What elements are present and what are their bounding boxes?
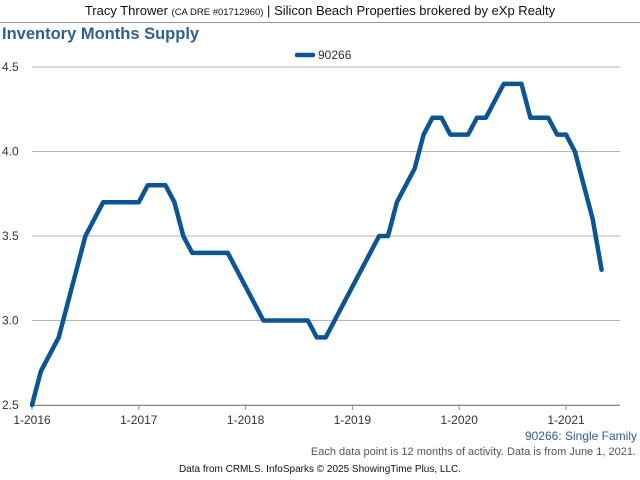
y-tick-label: 2.5 (2, 398, 19, 412)
x-tick-label: 1-2017 (120, 413, 158, 427)
x-tick-label: 1-2021 (547, 413, 585, 427)
report-header: Tracy Thrower (CA DRE #01712960) | Silic… (0, 0, 640, 22)
x-tick-label: 1-2020 (441, 413, 479, 427)
data-footnote: Each data point is 12 months of activity… (310, 446, 636, 458)
data-source: Data from CRMLS. InfoSparks © 2025 Showi… (178, 464, 462, 475)
series-line-90266 (29, 81, 604, 408)
chart-title: Inventory Months Supply (2, 25, 200, 43)
x-tick-label: 1-2019 (334, 413, 372, 427)
y-tick-label: 3.0 (2, 314, 19, 328)
agent-license: (CA DRE #01712960) (171, 7, 264, 18)
x-tick-label: 1-2018 (227, 413, 265, 427)
y-tick-label: 3.5 (2, 229, 19, 243)
brokerage-name: Silicon Beach Properties brokered by eXp… (274, 3, 556, 18)
y-tick-label: 4.0 (2, 145, 19, 159)
legend-label: 90266 (318, 48, 352, 62)
series-description: 90266: Single Family (525, 429, 637, 443)
agent-name: Tracy Thrower (84, 3, 168, 18)
header-separator: | (267, 3, 271, 18)
x-tick-label: 1-2016 (13, 413, 51, 427)
header-divider (0, 22, 640, 23)
y-tick-label: 4.5 (2, 60, 19, 74)
